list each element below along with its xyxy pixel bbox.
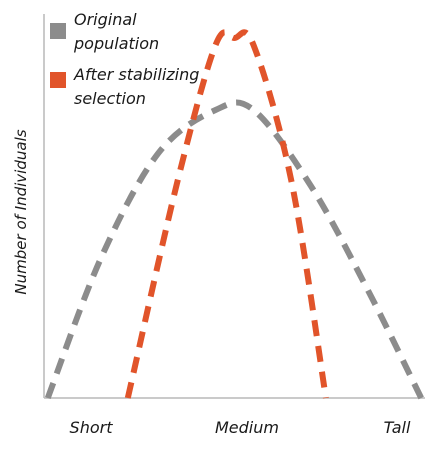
x-tick-label-medium: Medium — [215, 418, 279, 437]
x-tick-label-short: Short — [70, 418, 114, 437]
legend: Original population After stabilizing se… — [50, 10, 199, 108]
legend-label-stabilizing-line2: selection — [74, 89, 146, 108]
x-tick-label-tall: Tall — [384, 418, 411, 437]
legend-label-stabilizing-line1: After stabilizing — [73, 65, 199, 84]
series-layer — [44, 29, 424, 400]
legend-label-original-line1: Original — [74, 10, 137, 29]
legend-swatch-original — [50, 23, 66, 39]
legend-swatch-stabilizing — [50, 72, 66, 88]
legend-label-original-line2: population — [73, 34, 159, 53]
axes — [43, 14, 425, 399]
x-tick-labels: Short Medium Tall — [70, 418, 411, 437]
series-line-original-population — [44, 99, 424, 400]
y-axis-title: Number of Individuals — [12, 129, 30, 294]
series-line-after-stabilizing-selection — [124, 29, 329, 399]
